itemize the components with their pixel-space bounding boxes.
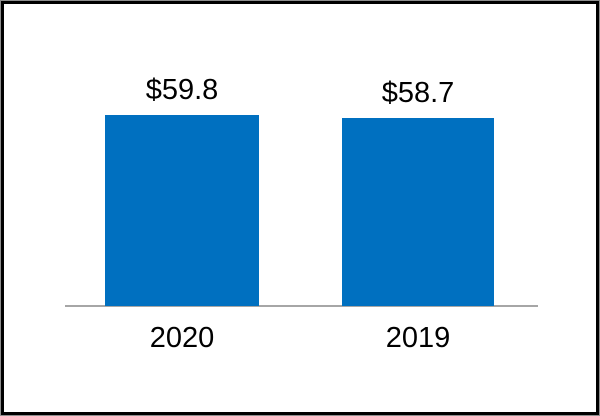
bar-2019 [342,118,494,306]
value-label-2020: $59.8 [145,74,219,106]
value-label-2019: $58.7 [381,77,455,109]
x-axis-line [65,305,538,307]
category-label-2020: 2020 [149,322,215,354]
bar-2020 [105,115,259,306]
bar-group-2019: $58.7 2019 [342,0,494,416]
bar-group-2020: $59.8 2020 [105,0,259,416]
category-label-2019: 2019 [385,322,451,354]
